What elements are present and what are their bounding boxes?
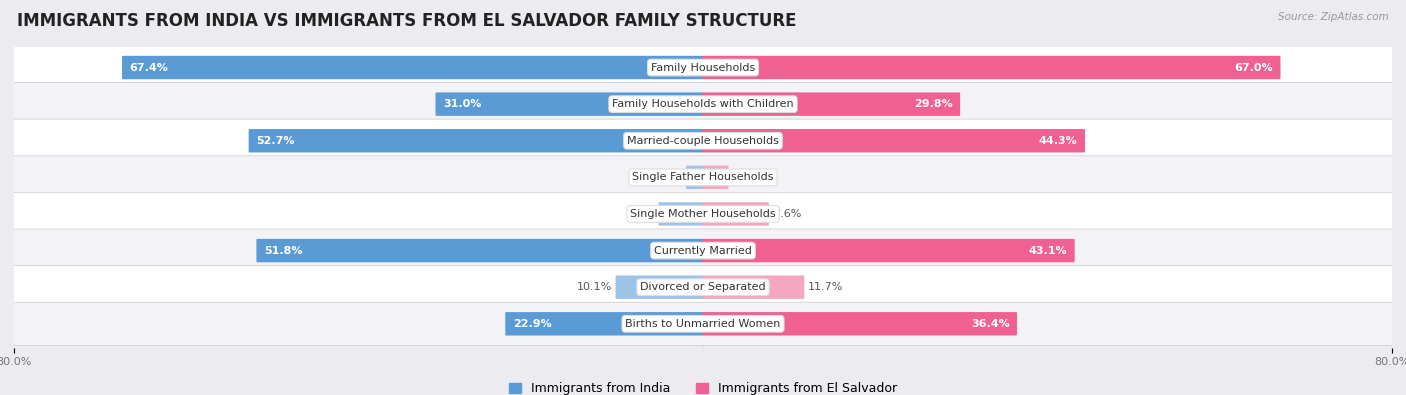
FancyBboxPatch shape: [122, 56, 703, 79]
Text: 67.0%: 67.0%: [1234, 62, 1272, 73]
Text: Single Father Households: Single Father Households: [633, 172, 773, 182]
FancyBboxPatch shape: [616, 275, 703, 299]
Text: 36.4%: 36.4%: [970, 319, 1010, 329]
Text: Family Households with Children: Family Households with Children: [612, 99, 794, 109]
FancyBboxPatch shape: [13, 46, 1393, 89]
Text: 31.0%: 31.0%: [443, 99, 481, 109]
Text: Currently Married: Currently Married: [654, 246, 752, 256]
FancyBboxPatch shape: [703, 312, 1017, 335]
FancyBboxPatch shape: [505, 312, 703, 335]
Text: 7.6%: 7.6%: [773, 209, 801, 219]
FancyBboxPatch shape: [703, 56, 1281, 79]
Text: 51.8%: 51.8%: [264, 246, 302, 256]
FancyBboxPatch shape: [13, 229, 1393, 272]
FancyBboxPatch shape: [13, 192, 1393, 235]
Text: Source: ZipAtlas.com: Source: ZipAtlas.com: [1278, 12, 1389, 22]
Text: Births to Unmarried Women: Births to Unmarried Women: [626, 319, 780, 329]
Text: 29.8%: 29.8%: [914, 99, 953, 109]
FancyBboxPatch shape: [13, 156, 1393, 199]
Text: 11.7%: 11.7%: [808, 282, 844, 292]
Text: 5.1%: 5.1%: [627, 209, 655, 219]
Text: 52.7%: 52.7%: [256, 136, 294, 146]
FancyBboxPatch shape: [13, 265, 1393, 309]
FancyBboxPatch shape: [703, 239, 1074, 262]
FancyBboxPatch shape: [686, 166, 703, 189]
Text: Single Mother Households: Single Mother Households: [630, 209, 776, 219]
Text: 44.3%: 44.3%: [1039, 136, 1077, 146]
FancyBboxPatch shape: [703, 202, 769, 226]
Text: 10.1%: 10.1%: [576, 282, 612, 292]
Text: 2.9%: 2.9%: [733, 172, 761, 182]
FancyBboxPatch shape: [249, 129, 703, 152]
Text: 22.9%: 22.9%: [513, 319, 551, 329]
Text: Married-couple Households: Married-couple Households: [627, 136, 779, 146]
FancyBboxPatch shape: [13, 83, 1393, 126]
FancyBboxPatch shape: [13, 119, 1393, 162]
FancyBboxPatch shape: [703, 166, 728, 189]
FancyBboxPatch shape: [658, 202, 703, 226]
FancyBboxPatch shape: [13, 302, 1393, 345]
Text: Divorced or Separated: Divorced or Separated: [640, 282, 766, 292]
FancyBboxPatch shape: [256, 239, 703, 262]
FancyBboxPatch shape: [703, 275, 804, 299]
Text: IMMIGRANTS FROM INDIA VS IMMIGRANTS FROM EL SALVADOR FAMILY STRUCTURE: IMMIGRANTS FROM INDIA VS IMMIGRANTS FROM…: [17, 12, 796, 30]
Legend: Immigrants from India, Immigrants from El Salvador: Immigrants from India, Immigrants from E…: [509, 382, 897, 395]
FancyBboxPatch shape: [436, 92, 703, 116]
Text: 1.9%: 1.9%: [654, 172, 682, 182]
FancyBboxPatch shape: [703, 129, 1085, 152]
Text: Family Households: Family Households: [651, 62, 755, 73]
FancyBboxPatch shape: [703, 92, 960, 116]
Text: 67.4%: 67.4%: [129, 62, 169, 73]
Text: 43.1%: 43.1%: [1029, 246, 1067, 256]
